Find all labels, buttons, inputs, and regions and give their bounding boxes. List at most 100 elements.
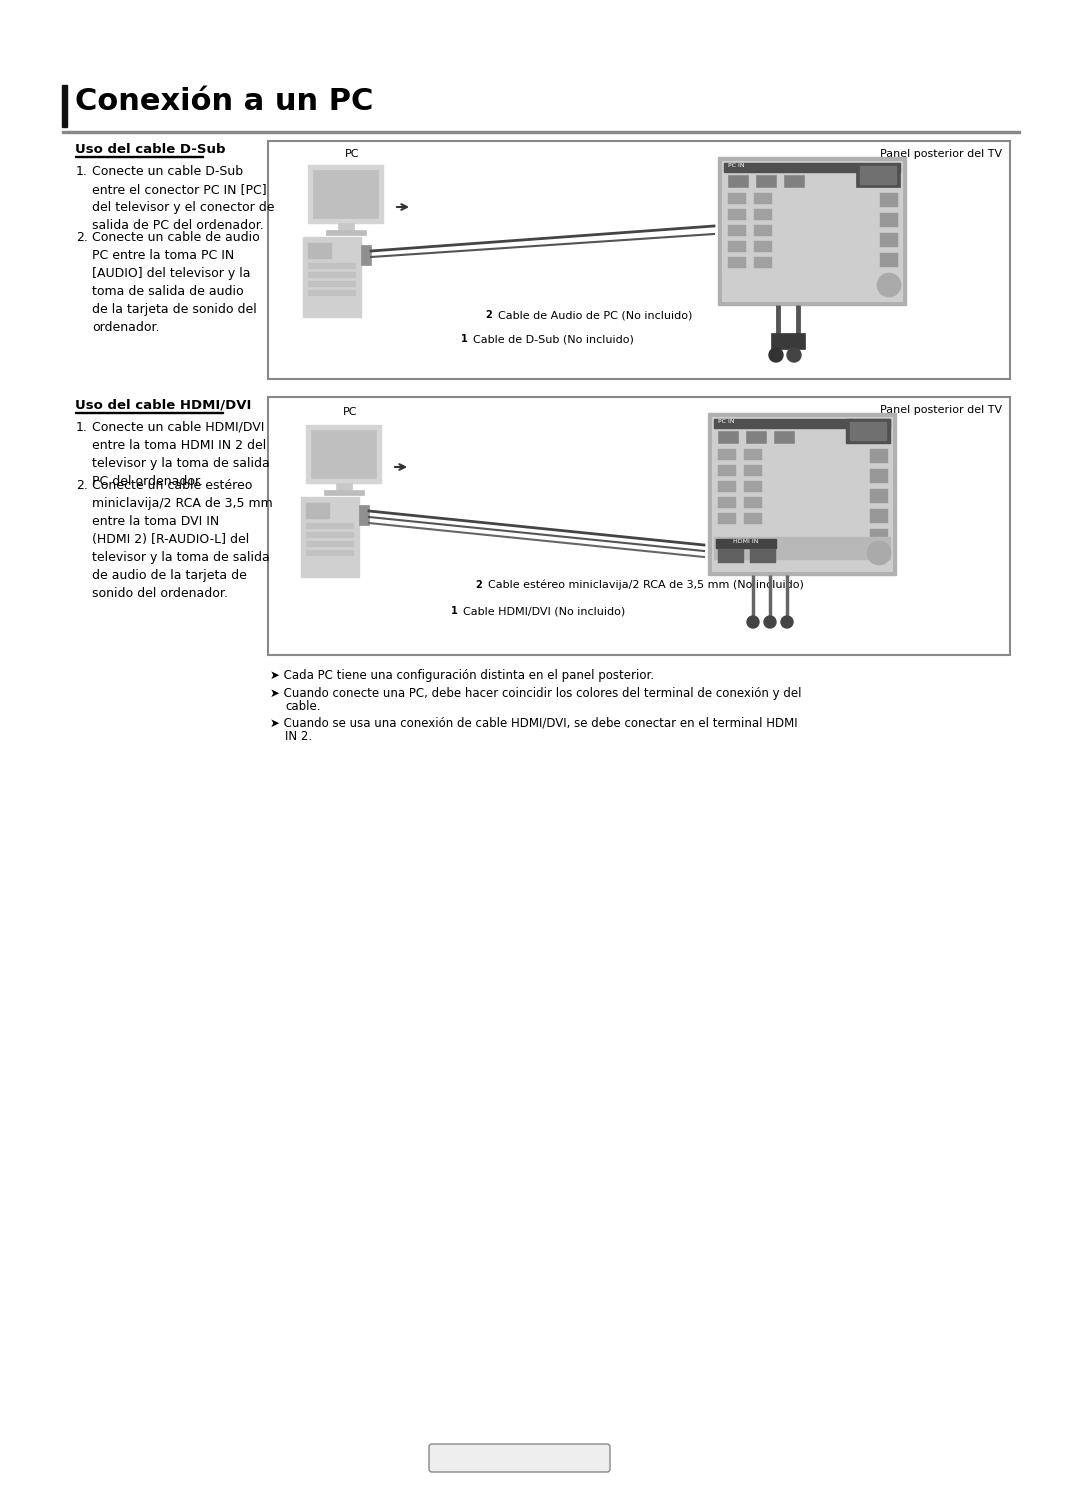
- Text: ➤ Cada PC tiene una configuración distinta en el panel posterior.: ➤ Cada PC tiene una configuración distin…: [270, 670, 654, 682]
- Bar: [458, 333, 470, 345]
- Bar: [311, 430, 376, 478]
- Text: ➤ Cuando conecte una PC, debe hacer coincidir los colores del terminal de conexi: ➤ Cuando conecte una PC, debe hacer coin…: [270, 687, 801, 699]
- Bar: [754, 257, 772, 268]
- Bar: [268, 141, 1010, 379]
- FancyBboxPatch shape: [429, 1443, 610, 1472]
- Bar: [448, 606, 460, 618]
- Bar: [306, 503, 330, 519]
- Bar: [473, 579, 485, 591]
- Bar: [718, 481, 735, 493]
- Text: Panel posterior del TV: Panel posterior del TV: [880, 149, 1002, 159]
- Bar: [754, 208, 772, 220]
- Circle shape: [764, 616, 777, 628]
- Bar: [718, 464, 735, 476]
- Text: Cable estéreo miniclavija/2 RCA de 3,5 mm (No incluido): Cable estéreo miniclavija/2 RCA de 3,5 m…: [488, 580, 804, 591]
- Text: Conecte un cable HDMI/DVI
entre la toma HDMI IN 2 del
televisor y la toma de sal: Conecte un cable HDMI/DVI entre la toma …: [92, 421, 270, 488]
- Text: Uso del cable HDMI/DVI: Uso del cable HDMI/DVI: [75, 399, 252, 412]
- Bar: [870, 530, 888, 543]
- Bar: [308, 281, 356, 287]
- Text: cable.: cable.: [285, 699, 321, 713]
- Bar: [718, 513, 735, 524]
- Text: Conecte un cable de audio
PC entre la toma PC IN
[AUDIO] del televisor y la
toma: Conecte un cable de audio PC entre la to…: [92, 231, 260, 333]
- Bar: [714, 420, 890, 429]
- Text: 2: 2: [486, 310, 492, 320]
- Bar: [774, 432, 794, 443]
- Bar: [336, 484, 352, 490]
- Text: HDMI IN: HDMI IN: [733, 539, 759, 545]
- Text: PC: PC: [342, 408, 357, 417]
- Text: Conexión a un PC: Conexión a un PC: [75, 86, 374, 116]
- Text: PC IN: PC IN: [718, 420, 734, 424]
- Bar: [306, 426, 381, 484]
- Bar: [718, 158, 906, 305]
- Bar: [728, 176, 748, 187]
- Bar: [308, 243, 332, 259]
- Bar: [306, 551, 354, 557]
- Bar: [723, 161, 902, 301]
- Text: Uso del cable D-Sub: Uso del cable D-Sub: [75, 143, 226, 156]
- Bar: [784, 176, 804, 187]
- Text: 2.: 2.: [76, 479, 87, 493]
- Bar: [301, 497, 359, 577]
- Bar: [308, 165, 383, 223]
- Bar: [718, 549, 744, 562]
- Text: 2.: 2.: [76, 231, 87, 244]
- Bar: [718, 432, 738, 443]
- Bar: [714, 537, 890, 559]
- Bar: [324, 490, 364, 496]
- Bar: [756, 176, 777, 187]
- Bar: [308, 272, 356, 278]
- Bar: [308, 290, 356, 296]
- Bar: [754, 193, 772, 204]
- Bar: [728, 241, 746, 251]
- Text: Cable HDMI/DVI (No incluido): Cable HDMI/DVI (No incluido): [463, 606, 625, 616]
- Text: Panel posterior del TV: Panel posterior del TV: [880, 405, 1002, 415]
- Circle shape: [787, 348, 801, 362]
- Text: 1: 1: [450, 606, 457, 616]
- Bar: [268, 397, 1010, 655]
- Text: Conecte un cable estéreo
miniclavija/2 RCA de 3,5 mm
entre la toma DVI IN
(HDMI : Conecte un cable estéreo miniclavija/2 R…: [92, 479, 273, 600]
- Bar: [62, 131, 1020, 132]
- Bar: [359, 504, 369, 525]
- Bar: [483, 310, 495, 321]
- Bar: [846, 420, 890, 443]
- Bar: [728, 208, 746, 220]
- Bar: [716, 539, 777, 548]
- Bar: [306, 533, 354, 539]
- Bar: [313, 170, 378, 219]
- Bar: [361, 246, 372, 265]
- Circle shape: [867, 542, 891, 565]
- Text: Cable de Audio de PC (No incluido): Cable de Audio de PC (No incluido): [498, 310, 692, 320]
- Bar: [754, 241, 772, 251]
- Bar: [712, 417, 892, 571]
- Bar: [880, 234, 897, 247]
- Bar: [771, 333, 805, 350]
- Bar: [880, 213, 897, 228]
- Text: ➤ Cuando se usa una conexión de cable HDMI/DVI, se debe conectar en el terminal : ➤ Cuando se usa una conexión de cable HD…: [270, 717, 798, 731]
- Bar: [870, 469, 888, 484]
- Bar: [744, 481, 762, 493]
- Text: PC IN: PC IN: [728, 164, 744, 168]
- Text: 2: 2: [475, 580, 483, 591]
- Bar: [744, 449, 762, 460]
- Bar: [708, 414, 896, 574]
- Bar: [850, 423, 886, 440]
- Text: Cable de D-Sub (No incluido): Cable de D-Sub (No incluido): [473, 333, 634, 344]
- Bar: [728, 225, 746, 237]
- Bar: [338, 223, 354, 231]
- Bar: [724, 164, 900, 173]
- Text: 1.: 1.: [76, 165, 87, 179]
- Circle shape: [769, 348, 783, 362]
- Bar: [870, 449, 888, 463]
- Bar: [718, 449, 735, 460]
- Bar: [860, 167, 896, 185]
- Bar: [880, 253, 897, 266]
- Bar: [746, 432, 766, 443]
- Bar: [870, 509, 888, 522]
- Bar: [744, 513, 762, 524]
- Text: Español - 12: Español - 12: [503, 1451, 581, 1464]
- Bar: [62, 85, 67, 126]
- Bar: [870, 490, 888, 503]
- Bar: [728, 257, 746, 268]
- Circle shape: [781, 616, 793, 628]
